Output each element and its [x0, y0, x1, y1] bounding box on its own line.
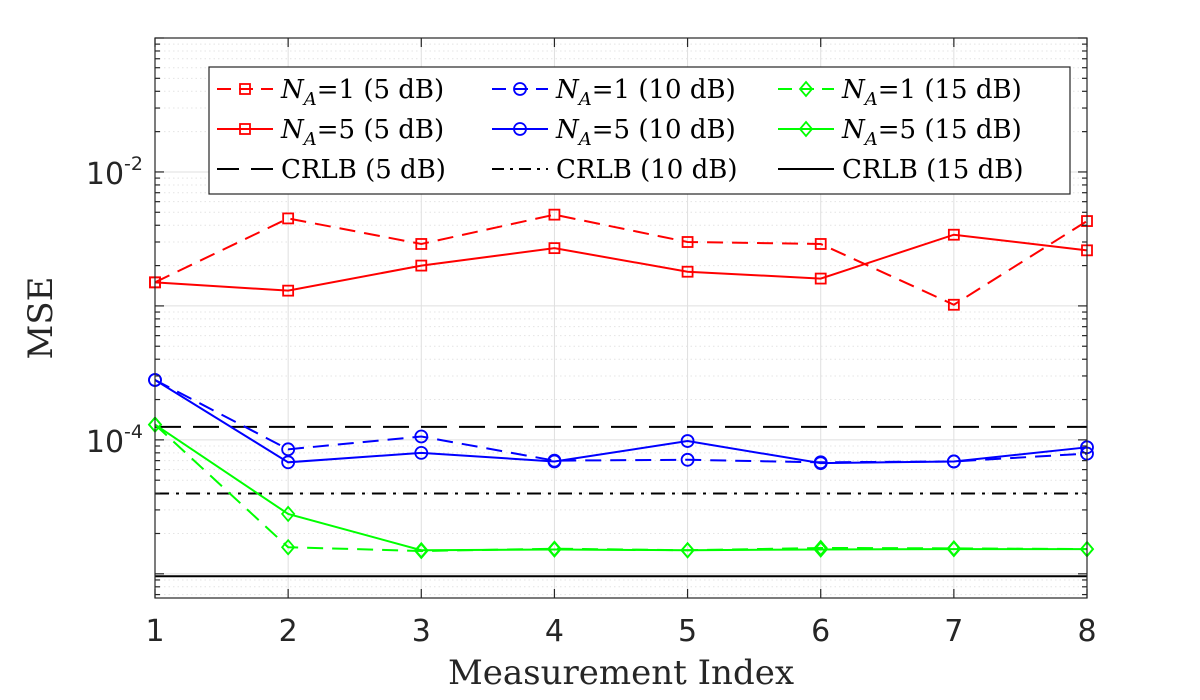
- data-point: [946, 454, 961, 469]
- data-point: [547, 541, 562, 558]
- data-point: [414, 445, 429, 460]
- series-line: [154, 233, 1088, 292]
- legend-label: CRLB (5 dB): [281, 155, 446, 185]
- data-point: [947, 298, 960, 311]
- y-tick-label: 10-4: [86, 421, 143, 460]
- legend-item: NA=1 (15 dB): [778, 75, 1022, 110]
- series-line: [154, 379, 1088, 464]
- legend-label: CRLB (10 dB): [556, 155, 738, 185]
- data-point: [813, 456, 828, 471]
- data-point: [282, 212, 295, 225]
- data-point: [280, 505, 296, 523]
- legend-label: NA=1 (5 dB): [280, 75, 444, 110]
- data-point: [798, 80, 814, 98]
- data-point: [414, 429, 429, 444]
- plot-frame: [154, 37, 1088, 599]
- data-point: [813, 541, 828, 558]
- axis-ticks: 1 2 3 4 5 6 7 8 10-2 10-4: [86, 37, 1097, 649]
- data-point: [547, 454, 562, 469]
- legend-box: [208, 66, 1071, 195]
- series-5: [147, 416, 1095, 559]
- legend-item: NA=5 (10 dB): [492, 115, 736, 150]
- data-point: [798, 120, 814, 138]
- data-point: [513, 82, 527, 96]
- legend-label: NA=1 (10 dB): [555, 75, 736, 110]
- y-tick-label: 10-2: [86, 153, 143, 192]
- legend: NA=1 (5 dB) NA=1 (10 dB) NA=1 (15 dB) NA=5 …: [208, 66, 1071, 195]
- x-tick-label: 7: [944, 614, 963, 649]
- x-tick-label: 8: [1077, 614, 1096, 649]
- data-point: [281, 455, 296, 470]
- legend-item: CRLB (5 dB): [217, 155, 446, 185]
- data-point: [548, 208, 561, 221]
- legend-label: NA=1 (15 dB): [841, 75, 1022, 110]
- series-line: [154, 423, 1088, 553]
- x-tick-label: 1: [145, 614, 164, 649]
- series-line: [154, 379, 1088, 465]
- data-point: [415, 238, 428, 250]
- data-point: [415, 259, 428, 272]
- legend-item: NA=1 (10 dB): [492, 75, 736, 110]
- data-point: [814, 272, 827, 285]
- data-point: [282, 284, 295, 297]
- legend-item: NA=5 (15 dB): [778, 115, 1022, 150]
- legend-item: CRLB (10 dB): [492, 155, 738, 185]
- data-point: [946, 540, 962, 558]
- legend-label: NA=5 (15 dB): [841, 115, 1022, 150]
- y-axis-title: MSE: [21, 277, 61, 360]
- data-point: [680, 452, 695, 467]
- data-point: [281, 442, 296, 457]
- series-4: [147, 416, 1095, 560]
- legend-label: CRLB (15 dB): [842, 155, 1024, 185]
- x-tick-label: 2: [279, 614, 298, 649]
- x-tick-label: 5: [678, 614, 697, 649]
- data-point: [813, 539, 828, 557]
- legend-item: NA=1 (5 dB): [217, 75, 444, 110]
- data-point: [239, 123, 251, 135]
- legend-item: CRLB (15 dB): [778, 155, 1024, 185]
- data-point: [280, 538, 296, 556]
- data-point: [680, 434, 695, 448]
- data-point: [680, 541, 695, 559]
- series-line: [154, 213, 1088, 306]
- legend-item: NA=5 (5 dB): [217, 115, 444, 150]
- x-axis-title: Measurement Index: [448, 653, 794, 693]
- data-point: [548, 242, 561, 255]
- data-point: [414, 541, 429, 559]
- x-tick-label: 3: [412, 614, 431, 649]
- data-point: [681, 265, 694, 278]
- x-tick-label: 4: [545, 614, 564, 649]
- x-tick-label: 6: [811, 614, 830, 649]
- legend-label: NA=5 (5 dB): [280, 115, 444, 150]
- data-point: [513, 122, 527, 136]
- series-line: [154, 423, 1087, 552]
- data-point: [681, 236, 694, 248]
- series-1: [149, 228, 1093, 297]
- legend-label: NA=5 (10 dB): [555, 115, 736, 150]
- data-point: [814, 238, 827, 250]
- series-layer: [147, 208, 1095, 578]
- data-point: [239, 83, 251, 95]
- series-2: [148, 373, 1094, 470]
- data-point: [947, 228, 960, 241]
